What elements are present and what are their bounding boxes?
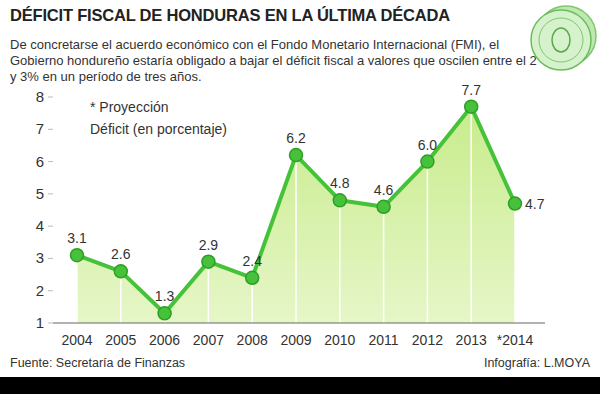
data-label: 3.1 — [67, 230, 87, 246]
x-tick-label: 2008 — [237, 332, 268, 348]
title: DÉFICIT FISCAL DE HONDURAS EN LA ÚLTIMA … — [10, 6, 450, 25]
y-tick-label: 8 — [36, 88, 44, 105]
y-tick — [48, 323, 53, 324]
y-tick — [48, 258, 53, 259]
drop-line — [383, 207, 385, 323]
data-label: 2.9 — [199, 237, 219, 253]
data-label: 4.6 — [374, 182, 394, 198]
data-label: 2.4 — [242, 253, 262, 269]
line — [77, 107, 515, 314]
data-label: 6.0 — [418, 137, 438, 153]
x-tick-label: 2006 — [149, 332, 180, 348]
credit: Infografía: L.MOYA — [484, 356, 591, 370]
footer-band — [0, 377, 600, 394]
data-label: 4.7 — [525, 196, 545, 212]
marker — [71, 249, 84, 262]
data-label: 6.2 — [286, 130, 306, 146]
y-tick — [48, 290, 53, 291]
chart: 1 2 3 4 5 6 7 8 3.1 2.6 1.3 2.9 2.4 6.2 4.8 4.6 6.0 7.7 4.… — [0, 0, 600, 394]
source: Fuente: Secretaría de Finanzas — [10, 356, 185, 370]
y-tick-label: 2 — [36, 282, 44, 299]
drop-line — [470, 107, 472, 323]
marker — [158, 307, 171, 320]
drop-line — [208, 262, 210, 323]
coin — [531, 10, 591, 70]
drop-line — [76, 255, 78, 323]
y-tick-label: 7 — [36, 120, 44, 137]
marker — [509, 197, 522, 210]
y-tick — [48, 129, 53, 130]
x-tick-label: 2005 — [105, 332, 136, 348]
annotation: * Proyección — [90, 99, 169, 115]
marker — [333, 194, 346, 207]
coin-icon — [531, 6, 596, 70]
x-tick-label: 2010 — [324, 332, 355, 348]
drop-line — [514, 204, 516, 323]
y-tick — [48, 193, 53, 194]
marker — [421, 155, 434, 168]
drop-line — [120, 271, 122, 323]
area — [77, 107, 515, 323]
y-axis-label: Déficit (en porcentaje) — [90, 121, 227, 137]
coin-head — [552, 28, 570, 52]
data-label: 1.3 — [155, 288, 175, 304]
drop-line — [427, 162, 429, 323]
x-tick-label: *2014 — [497, 332, 534, 348]
marker — [202, 255, 215, 268]
y-tick-label: 6 — [36, 153, 44, 170]
y-tick-label: 3 — [36, 249, 44, 266]
y-tick-label: 4 — [36, 217, 44, 234]
marker — [377, 200, 390, 213]
marker — [246, 271, 259, 284]
marker — [465, 100, 478, 113]
y-tick — [48, 161, 53, 162]
y-tick-label: 1 — [36, 314, 44, 331]
x-tick-label: 2012 — [412, 332, 443, 348]
plot-area — [71, 100, 522, 323]
coin-ring — [539, 18, 583, 62]
x-tick-label: 2011 — [369, 332, 399, 348]
y-tick — [48, 97, 53, 98]
y-tick-label: 5 — [36, 185, 44, 202]
drop-line — [295, 155, 297, 323]
drop-line — [339, 200, 341, 323]
data-label: 4.8 — [330, 175, 350, 191]
x-tick-label: 2007 — [193, 332, 224, 348]
marker — [290, 149, 303, 162]
y-tick — [48, 226, 53, 227]
subtitle: De concretarse el acuerdo económico con … — [10, 37, 540, 85]
x-tick-label: 2009 — [280, 332, 311, 348]
x-tick-label: 2004 — [61, 332, 92, 348]
data-label: 7.7 — [461, 82, 481, 98]
x-tick-label: 2013 — [456, 332, 487, 348]
marker — [114, 265, 127, 278]
baseline — [53, 323, 545, 324]
data-label: 2.6 — [111, 246, 131, 262]
